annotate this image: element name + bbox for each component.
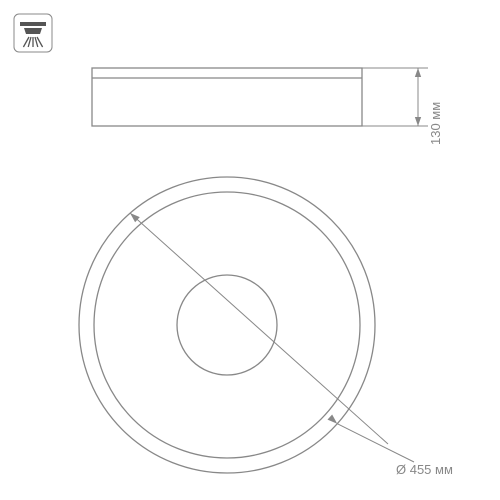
mounting-type-icon bbox=[14, 14, 52, 52]
side-view: 130 мм bbox=[92, 68, 443, 145]
height-dimension: 130 мм bbox=[428, 102, 443, 145]
front-view: Ø 455 мм bbox=[79, 177, 453, 477]
diameter-dimension: Ø 455 мм bbox=[396, 462, 453, 477]
